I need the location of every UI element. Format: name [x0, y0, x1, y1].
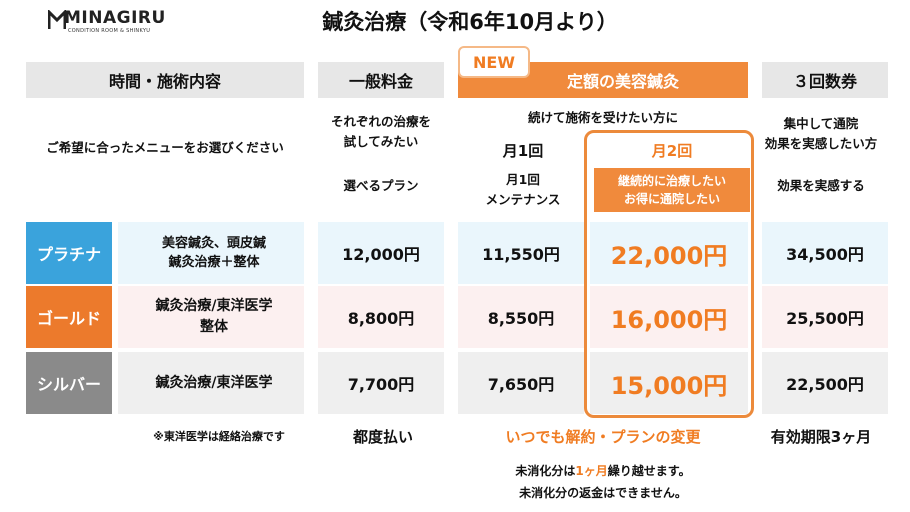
- general-plan-label: 選べるプラン: [343, 177, 419, 193]
- row-silver-desc-bg: [118, 352, 304, 414]
- logo-subtitle: CONDITION ROOM & SHINKYU: [68, 28, 151, 34]
- header-time-treatment: 時間・施術内容: [26, 62, 304, 98]
- footer-general: 都度払い: [352, 427, 413, 446]
- price-platinum-ticket: 34,500円: [786, 245, 864, 264]
- price-silver-ticket: 22,500円: [786, 375, 864, 394]
- carry-over-note: 未消化分は 1ヶ月 繰り越せます。: [458, 460, 748, 480]
- price-platinum-month1: 11,550円: [482, 245, 560, 264]
- header-general-price: 一般料金: [318, 62, 444, 98]
- price-gold-ticket: 25,500円: [786, 309, 864, 328]
- plan-desc-gold: 鍼灸治療/東洋医学 整体: [124, 286, 304, 348]
- ticket-plan-label: 効果を実感する: [777, 177, 865, 193]
- row-gold-ticket-bg: [762, 286, 888, 348]
- plan-desc-line: 整体: [200, 319, 228, 335]
- plan-desc-line: 美容鍼灸、頭皮鍼: [161, 235, 266, 251]
- plan-tag-platinum: プラチナ: [26, 222, 112, 284]
- price-silver-month1: 7,650円: [487, 375, 555, 394]
- price-platinum-general: 12,000円: [342, 245, 420, 264]
- row-silver-month1-bg: [458, 352, 584, 414]
- month2-highlight-frame: [584, 130, 754, 418]
- logo: MINAGIRU CONDITION ROOM & SHINKYU: [48, 8, 168, 36]
- plan-desc-line: 鍼灸治療＋整体: [168, 255, 260, 270]
- row-platinum-ticket-bg: [762, 222, 888, 284]
- row-silver-month2-bg: [590, 352, 748, 414]
- footnote-toyo: ※東洋医学は経絡治療です: [153, 430, 285, 443]
- row-platinum-month2-bg: [590, 222, 748, 284]
- month2-desc-2: お得に通院したい: [623, 192, 720, 206]
- price-gold-month1: 8,550円: [487, 309, 555, 328]
- row-gold-desc-bg: [118, 286, 304, 348]
- row-silver-general-bg: [318, 352, 444, 414]
- month1-desc-2: メンテナンス: [485, 191, 561, 207]
- footer-subscription: いつでも解約・プランの変更: [505, 427, 701, 446]
- general-desc-1: それぞれの治療を: [330, 113, 431, 129]
- month2-desc-1: 継続的に治療したい: [617, 174, 726, 188]
- plan-tag-gold: ゴールド: [26, 286, 112, 348]
- price-platinum-month2: 22,000円: [610, 241, 728, 270]
- row-platinum-desc-bg: [118, 222, 304, 284]
- price-gold-general: 8,800円: [347, 309, 415, 328]
- month2-desc-box: 継続的に治療したい お得に通院したい: [594, 168, 750, 212]
- plan-tag-silver: シルバー: [26, 352, 112, 414]
- subscription-lead: 続けて施術を受けたい方に: [527, 109, 678, 125]
- carry-highlight: 1ヶ月: [575, 463, 608, 478]
- price-silver-month2: 15,000円: [610, 371, 728, 400]
- row-gold-general-bg: [318, 286, 444, 348]
- page-title: 鍼灸治療（令和6年10月より）: [322, 10, 618, 34]
- row-gold-month2-bg: [590, 286, 748, 348]
- month1-desc-1: 月1回: [506, 171, 540, 187]
- choose-text: ご希望に合ったメニューをお選びください: [46, 139, 284, 155]
- row-gold-month1-bg: [458, 286, 584, 348]
- price-gold-month2: 16,000円: [610, 305, 728, 334]
- month2-label: 月2回: [651, 141, 693, 160]
- refund-note: 未消化分の返金はできません。: [519, 485, 687, 500]
- carry-text: 未消化分は: [515, 463, 576, 478]
- price-silver-general: 7,700円: [347, 375, 415, 394]
- footer-ticket: 有効期限3ヶ月: [770, 427, 872, 446]
- row-platinum-general-bg: [318, 222, 444, 284]
- month1-label: 月1回: [502, 141, 544, 160]
- carry-text: 繰り越せます。: [607, 463, 691, 478]
- plan-desc-line: 鍼灸治療/東洋医学: [155, 298, 273, 314]
- header-ticket: ３回数券: [762, 62, 888, 98]
- logo-m-icon: [48, 10, 66, 29]
- row-silver-ticket-bg: [762, 352, 888, 414]
- new-badge: NEW: [458, 46, 530, 78]
- ticket-desc-2: 効果を実感したい方: [764, 135, 878, 151]
- row-platinum-month1-bg: [458, 222, 584, 284]
- logo-wordmark: MINAGIRU: [64, 8, 166, 28]
- plan-desc-silver: 鍼灸治療/東洋医学: [155, 374, 273, 391]
- ticket-desc-1: 集中して通院: [783, 115, 859, 131]
- plan-desc-platinum: 美容鍼灸、頭皮鍼 鍼灸治療＋整体: [124, 222, 304, 284]
- general-desc-2: 試してみたい: [343, 133, 419, 149]
